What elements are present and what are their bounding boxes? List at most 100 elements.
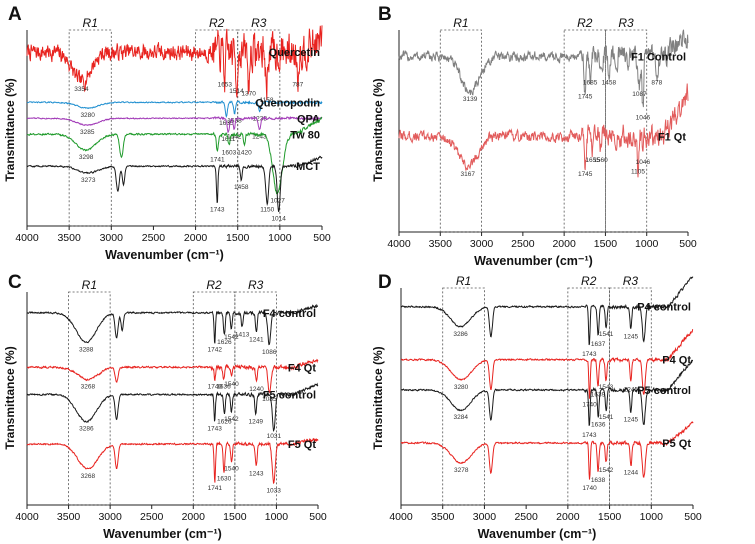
- x-tick-label: 2000: [552, 238, 576, 250]
- y-axis-label: Transmittance (%): [371, 78, 385, 181]
- peak-label: 1243: [252, 134, 267, 141]
- peak-label: 1743: [582, 432, 597, 439]
- peak-label: 1105: [631, 169, 645, 176]
- peak-label: 1370: [241, 90, 256, 97]
- series-line: [26, 115, 323, 134]
- peak-label: 1031: [267, 433, 282, 440]
- series-line: [26, 358, 319, 394]
- peak-label: 1538: [227, 118, 242, 125]
- peak-label: 1745: [578, 171, 593, 178]
- peak-label: 1560: [593, 157, 608, 164]
- peak-label: 1740: [582, 485, 597, 492]
- series-label: P5 control: [637, 385, 691, 397]
- x-tick-label: 2000: [556, 511, 580, 523]
- x-tick-label: 3500: [429, 238, 453, 250]
- series-line: [26, 25, 323, 101]
- peak-label: 787: [292, 81, 303, 88]
- region-label: R1: [82, 278, 97, 292]
- peak-label: 3354: [74, 86, 89, 93]
- series-line: [26, 100, 323, 118]
- peak-label: 1745: [578, 93, 593, 100]
- x-axis-label: Wavenumber (cm⁻¹): [105, 248, 224, 262]
- panel-C: C 4000 3500 3000 2500 2000 1500 1000 500 Wavenumb…: [3, 272, 327, 541]
- peak-label: 1741: [210, 156, 225, 163]
- peak-label: 3273: [81, 177, 96, 184]
- x-tick-label: 1000: [640, 511, 664, 523]
- series-label: F1 Qt: [658, 131, 686, 143]
- peak-label: 1743: [207, 426, 222, 433]
- region-label: R1: [453, 16, 468, 30]
- peak-label: 1743: [582, 351, 597, 358]
- peak-label: 1636: [216, 384, 231, 391]
- series-label: F5 control: [263, 390, 316, 402]
- x-tick-label: 3000: [98, 511, 122, 523]
- x-tick-label: 3000: [473, 511, 497, 523]
- x-axis-label: Wavenumber (cm⁻¹): [474, 254, 593, 268]
- peak-label: 1238: [253, 115, 268, 122]
- series-label: Quercetin: [269, 47, 321, 59]
- panel-D: D 4000 3500 3000 2500 2000 1500 1000 500 Wavenumb…: [371, 272, 702, 541]
- series-label: P4 control: [637, 302, 691, 314]
- region-label: R2: [209, 16, 225, 30]
- series-label: P4 Qt: [662, 355, 691, 367]
- series-label: F5 Qt: [288, 439, 316, 451]
- peak-label: 1639: [591, 391, 606, 398]
- peak-label: 1611: [221, 136, 235, 143]
- peak-label: 1740: [582, 402, 597, 409]
- peak-label: 1743: [210, 207, 225, 214]
- x-tick-label: 3500: [57, 511, 81, 523]
- peak-label: 1637: [591, 341, 606, 348]
- peak-label: 3268: [81, 384, 96, 391]
- x-tick-label: 500: [684, 511, 702, 523]
- peak-label: 3167: [461, 171, 476, 178]
- y-axis-label: Transmittance (%): [3, 346, 17, 449]
- series-line: [400, 276, 694, 346]
- peak-label: 3284: [454, 414, 469, 421]
- peak-label: 3280: [454, 384, 469, 391]
- region-box-r3: [237, 29, 281, 227]
- region-label: R3: [248, 278, 264, 292]
- x-tick-label: 3000: [100, 232, 124, 244]
- x-tick-label: 500: [679, 238, 697, 250]
- y-axis-label: Transmittance (%): [371, 346, 385, 449]
- peak-label: 1636: [591, 422, 606, 429]
- series-label: F4 Qt: [288, 362, 316, 374]
- peak-label: 1249: [248, 418, 263, 425]
- region-box-r2: [192, 291, 236, 506]
- region-label: R2: [577, 16, 593, 30]
- x-tick-label: 2500: [514, 511, 538, 523]
- region-label: R2: [206, 278, 222, 292]
- peak-label: 1626: [217, 418, 232, 425]
- x-tick-label: 2500: [511, 238, 535, 250]
- panel-B: B 4000 3500 3000 2500 2000 1500 1000 500 Wavenumb…: [371, 4, 697, 268]
- peak-label: 1741: [208, 485, 223, 492]
- series-label: F4 control: [263, 308, 316, 320]
- region-box-r1: [439, 29, 482, 233]
- peak-label: 3298: [79, 154, 94, 161]
- x-tick-label: 4000: [387, 238, 411, 250]
- peak-label: 3139: [463, 96, 478, 103]
- region-box-r2: [195, 29, 239, 227]
- x-tick-label: 500: [309, 511, 327, 523]
- series-line: [26, 303, 318, 346]
- series-label: Quenopodin: [255, 97, 320, 109]
- y-axis-label: Transmittance (%): [3, 78, 17, 181]
- peak-label: 3278: [454, 467, 469, 474]
- peak-label: 1458: [602, 79, 617, 86]
- peak-label: 1014: [271, 216, 286, 223]
- peak-label: 1638: [591, 477, 606, 484]
- peak-label: 1086: [262, 349, 277, 356]
- peak-label: 3286: [453, 331, 468, 338]
- region-label: R2: [581, 274, 597, 288]
- peak-label: 1150: [260, 207, 274, 214]
- peak-label: 1653: [218, 81, 233, 88]
- panel-letter: B: [378, 4, 392, 25]
- panel-letter: C: [8, 272, 22, 293]
- x-tick-label: 1000: [268, 232, 292, 244]
- region-label: R3: [251, 16, 267, 30]
- peak-label: 1420: [237, 150, 252, 157]
- series-line: [398, 29, 689, 108]
- x-axis-label: Wavenumber (cm⁻¹): [103, 527, 222, 541]
- region-label: R3: [623, 274, 639, 288]
